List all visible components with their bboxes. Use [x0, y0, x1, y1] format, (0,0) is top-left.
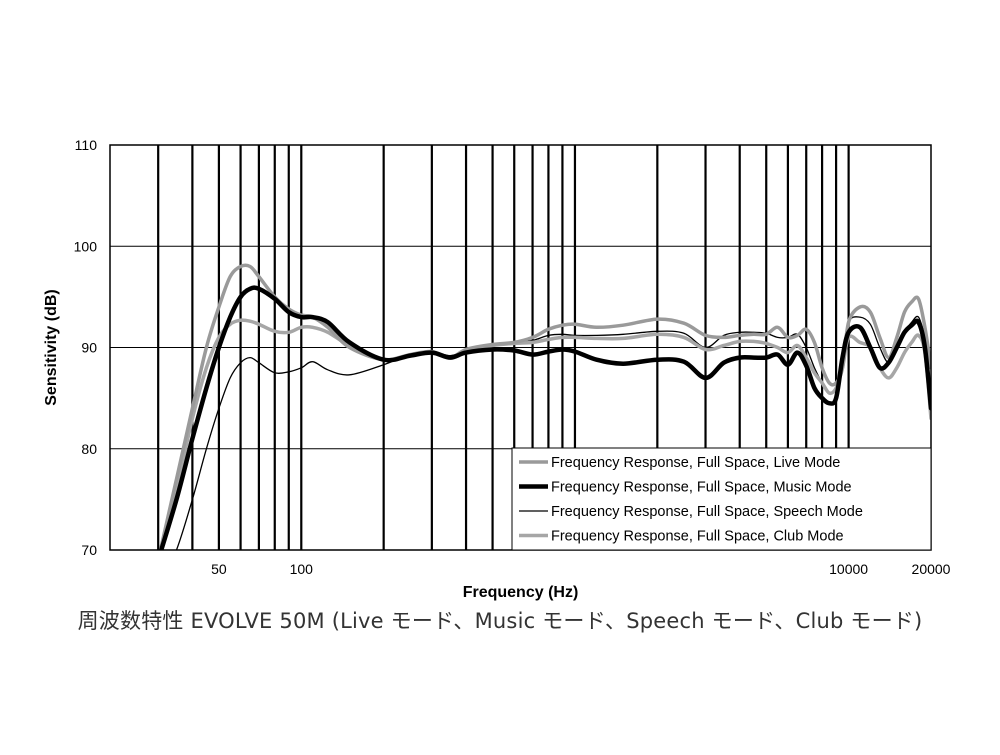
tick-layer: 70 80 90 100 110 50 100 10000 20000 — [74, 137, 951, 577]
y-tick-label: 110 — [75, 137, 98, 153]
series-line-1 — [158, 263, 931, 550]
x-axis-title: Frequency (Hz) — [463, 584, 579, 601]
legend: Frequency Response, Full Space, Live Mod… — [511, 447, 932, 551]
x-tick-label: 10000 — [829, 561, 868, 577]
y-axis-title: Sensitivity (dB) — [43, 289, 60, 405]
series-line-2 — [158, 285, 931, 550]
x-tick-label: 50 — [211, 561, 227, 577]
chart-caption: 周波数特性 EVOLVE 50M (Live モード、Music モード、Spe… — [77, 609, 923, 633]
series-layer — [158, 263, 931, 550]
x-tick-label: 100 — [290, 561, 314, 577]
legend-entry-label: Frequency Response, Full Space, Live Mod… — [551, 455, 840, 471]
legend-entry-label: Frequency Response, Full Space, Speech M… — [551, 504, 863, 520]
legend-box — [511, 447, 932, 551]
series-line-4 — [159, 318, 931, 550]
x-tick-label: 20000 — [912, 561, 951, 577]
legend-entry-label: Frequency Response, Full Space, Club Mod… — [551, 529, 844, 545]
y-tick-label: 80 — [81, 441, 97, 457]
y-tick-label: 100 — [74, 238, 98, 254]
y-tick-label: 90 — [81, 340, 97, 356]
legend-entry-label: Frequency Response, Full Space, Music Mo… — [551, 480, 852, 496]
series-line-3 — [175, 315, 931, 550]
y-tick-label: 70 — [81, 542, 97, 558]
